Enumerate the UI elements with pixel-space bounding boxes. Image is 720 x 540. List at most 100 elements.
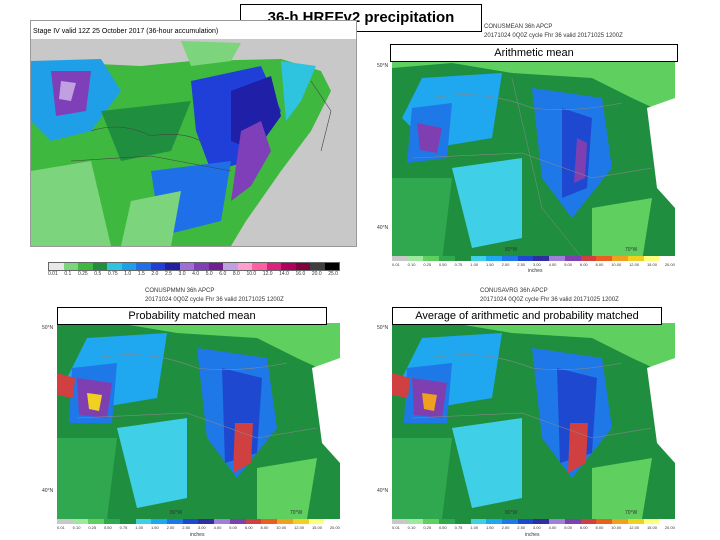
panel-mean-caption: Arithmetic mean: [390, 44, 678, 62]
stage4-legend-tick: 4.0: [192, 271, 200, 277]
stage4-legend: 0.01 0.1 0.25 0.5 0.75 1.0 1.5 2.0 2.5 3.0 4.0 5.0 6…: [48, 262, 340, 278]
href-colorbar-swatch: [454, 519, 471, 524]
href-colorbar-tick: 0.50: [438, 525, 447, 530]
stage4-header: Stage IV valid 12Z 25 October 2017 (36-h…: [33, 28, 219, 35]
href-colorbar-swatch: [533, 519, 550, 524]
href-colorbar-tick: 4.00: [213, 525, 222, 530]
href-colorbar-tick: 0.10: [72, 525, 81, 530]
href-colorbar-tick: 0.25: [423, 525, 432, 530]
href-colorbar-swatch: [659, 519, 675, 524]
panel-mean-precip-field: [392, 58, 675, 261]
panel-avg-lon-80: 80°W: [505, 510, 518, 516]
panel-mean: [392, 58, 675, 261]
href-colorbar-swatch: [439, 519, 455, 524]
href-colorbar-tick: 2.50: [182, 525, 191, 530]
href-colorbar-swatch: [564, 519, 581, 524]
href-colorbar-swatch: [182, 519, 199, 524]
href-colorbar-swatch: [659, 256, 675, 261]
href-colorbar-tick: 2.00: [501, 262, 510, 267]
stage4-colorbar-swatch: [179, 263, 194, 270]
panel-mean-lon-70: 70°W: [625, 247, 638, 253]
href-colorbar-swatch: [407, 519, 424, 524]
href-colorbar-swatch: [486, 256, 503, 261]
href-colorbar-swatch: [470, 256, 487, 261]
href-colorbar-tick: 2.00: [166, 525, 175, 530]
stage4-colorbar-swatch: [281, 263, 296, 270]
panel-mean-colorbar-ticks: 0.01 0.10 0.25 0.50 0.75 1.00 1.50 2.00 2.50 3.00…: [392, 262, 675, 267]
href-colorbar-swatch: [470, 519, 487, 524]
href-colorbar-tick: 6.00: [579, 525, 588, 530]
href-colorbar-tick: 3.00: [532, 525, 541, 530]
stage4-colorbar-swatch: [194, 263, 209, 270]
panel-pmm-units: inches: [190, 532, 205, 538]
stage4-colorbar-swatch: [136, 263, 151, 270]
href-colorbar-swatch: [214, 519, 230, 524]
href-colorbar-swatch: [643, 256, 660, 261]
href-colorbar-tick: 4.00: [548, 525, 557, 530]
stage4-legend-tick: 0.25: [77, 271, 88, 277]
stage4-colorbar: [48, 262, 340, 271]
panel-avg-lon-70: 70°W: [625, 510, 638, 516]
href-colorbar-swatch: [423, 256, 440, 261]
href-colorbar-swatch: [277, 519, 293, 524]
href-colorbar-tick: 8.00: [595, 525, 604, 530]
stage4-colorbar-swatch: [324, 263, 339, 270]
href-colorbar-tick: 1.50: [150, 525, 159, 530]
href-colorbar-tick: 0.75: [119, 525, 128, 530]
stage4-colorbar-swatch: [252, 263, 267, 270]
panel-pmm-header-1: CONUSPMMN 36h APCP: [145, 288, 215, 294]
href-colorbar-tick: 0.10: [407, 525, 416, 530]
stage4-legend-tick: 0.01: [48, 271, 58, 277]
panel-mean-header-1: CONUSMEAN 36h APCP: [484, 24, 553, 30]
href-colorbar-swatch: [549, 256, 565, 261]
stage4-colorbar-swatch: [310, 263, 325, 270]
href-colorbar-tick: 15.00: [646, 525, 657, 530]
panel-avg-units: inches: [525, 532, 540, 538]
href-colorbar-swatch: [392, 519, 408, 524]
href-colorbar-tick: 5.00: [564, 525, 573, 530]
href-colorbar-tick: 12.00: [629, 525, 640, 530]
href-colorbar-tick: 12.00: [629, 262, 640, 267]
href-colorbar-tick: 0.01: [392, 525, 400, 530]
stage4-legend-tick: 14.0: [279, 271, 289, 277]
href-colorbar-swatch: [612, 519, 628, 524]
panel-avg-colorbar-ticks: 0.01 0.10 0.25 0.50 0.75 1.00 1.50 2.00 2.50 3.00…: [392, 525, 675, 530]
stage4-legend-tick: 0.1: [64, 271, 72, 277]
stage4-legend-tick: 0.5: [94, 271, 102, 277]
href-colorbar-swatch: [324, 519, 340, 524]
href-colorbar-tick: 0.75: [454, 262, 463, 267]
href-colorbar-tick: 15.00: [311, 525, 322, 530]
href-colorbar-swatch: [229, 519, 246, 524]
href-colorbar-swatch: [643, 519, 660, 524]
stage4-colorbar-swatch: [150, 263, 165, 270]
panel-avg-caption: Average of arithmetic and probability ma…: [392, 307, 662, 325]
href-colorbar-swatch: [88, 519, 105, 524]
stage4-colorbar-swatch: [237, 263, 252, 270]
panel-mean-header-2: 20171024 0Q0Z cycle Fhr 36 valid 2017102…: [484, 33, 623, 39]
href-colorbar-tick: 6.00: [244, 525, 253, 530]
panel-avg-colorbar: [392, 519, 675, 524]
href-colorbar-tick: 12.00: [294, 525, 305, 530]
href-colorbar-tick: 8.00: [260, 525, 269, 530]
href-colorbar-tick: 1.00: [470, 262, 479, 267]
href-colorbar-swatch: [486, 519, 503, 524]
href-colorbar-swatch: [167, 519, 183, 524]
panel-avg: [392, 323, 675, 519]
href-colorbar-tick: 2.50: [517, 525, 526, 530]
stage4-colorbar-swatch: [121, 263, 136, 270]
href-colorbar-tick: 10.00: [611, 525, 622, 530]
stage4-colorbar-swatch: [223, 263, 238, 270]
href-colorbar-swatch: [580, 519, 597, 524]
stage4-legend-tick: 10.0: [246, 271, 257, 277]
panel-avg-lat-50: 50°N: [377, 325, 389, 331]
href-colorbar-swatch: [517, 256, 534, 261]
panel-pmm-colorbar-ticks: 0.01 0.10 0.25 0.50 0.75 1.00 1.50 2.00 2.50 3.00…: [57, 525, 340, 530]
href-colorbar-swatch: [392, 256, 408, 261]
stage4-legend-tick: 2.0: [151, 271, 159, 277]
href-colorbar-swatch: [502, 256, 518, 261]
href-colorbar-tick: 0.50: [103, 525, 112, 530]
stage4-legend-tick: 0.75: [107, 271, 118, 277]
stage4-colorbar-swatch: [49, 263, 64, 270]
href-colorbar-swatch: [245, 519, 262, 524]
href-colorbar-tick: 3.00: [197, 525, 206, 530]
